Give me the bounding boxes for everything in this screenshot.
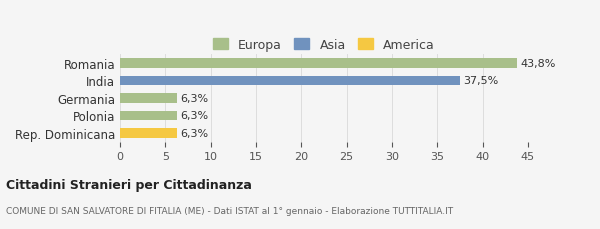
Bar	[120, 111, 177, 121]
Text: 6,3%: 6,3%	[181, 111, 209, 121]
Bar	[120, 128, 177, 138]
Text: 6,3%: 6,3%	[181, 93, 209, 104]
Text: Cittadini Stranieri per Cittadinanza: Cittadini Stranieri per Cittadinanza	[6, 179, 252, 192]
Text: 6,3%: 6,3%	[181, 128, 209, 138]
Text: 37,5%: 37,5%	[464, 76, 499, 86]
Bar	[120, 59, 517, 68]
Bar	[120, 76, 460, 86]
Text: COMUNE DI SAN SALVATORE DI FITALIA (ME) - Dati ISTAT al 1° gennaio - Elaborazion: COMUNE DI SAN SALVATORE DI FITALIA (ME) …	[6, 206, 453, 215]
Legend: Europa, Asia, America: Europa, Asia, America	[209, 35, 439, 55]
Text: 43,8%: 43,8%	[521, 59, 556, 69]
Bar	[120, 94, 177, 103]
